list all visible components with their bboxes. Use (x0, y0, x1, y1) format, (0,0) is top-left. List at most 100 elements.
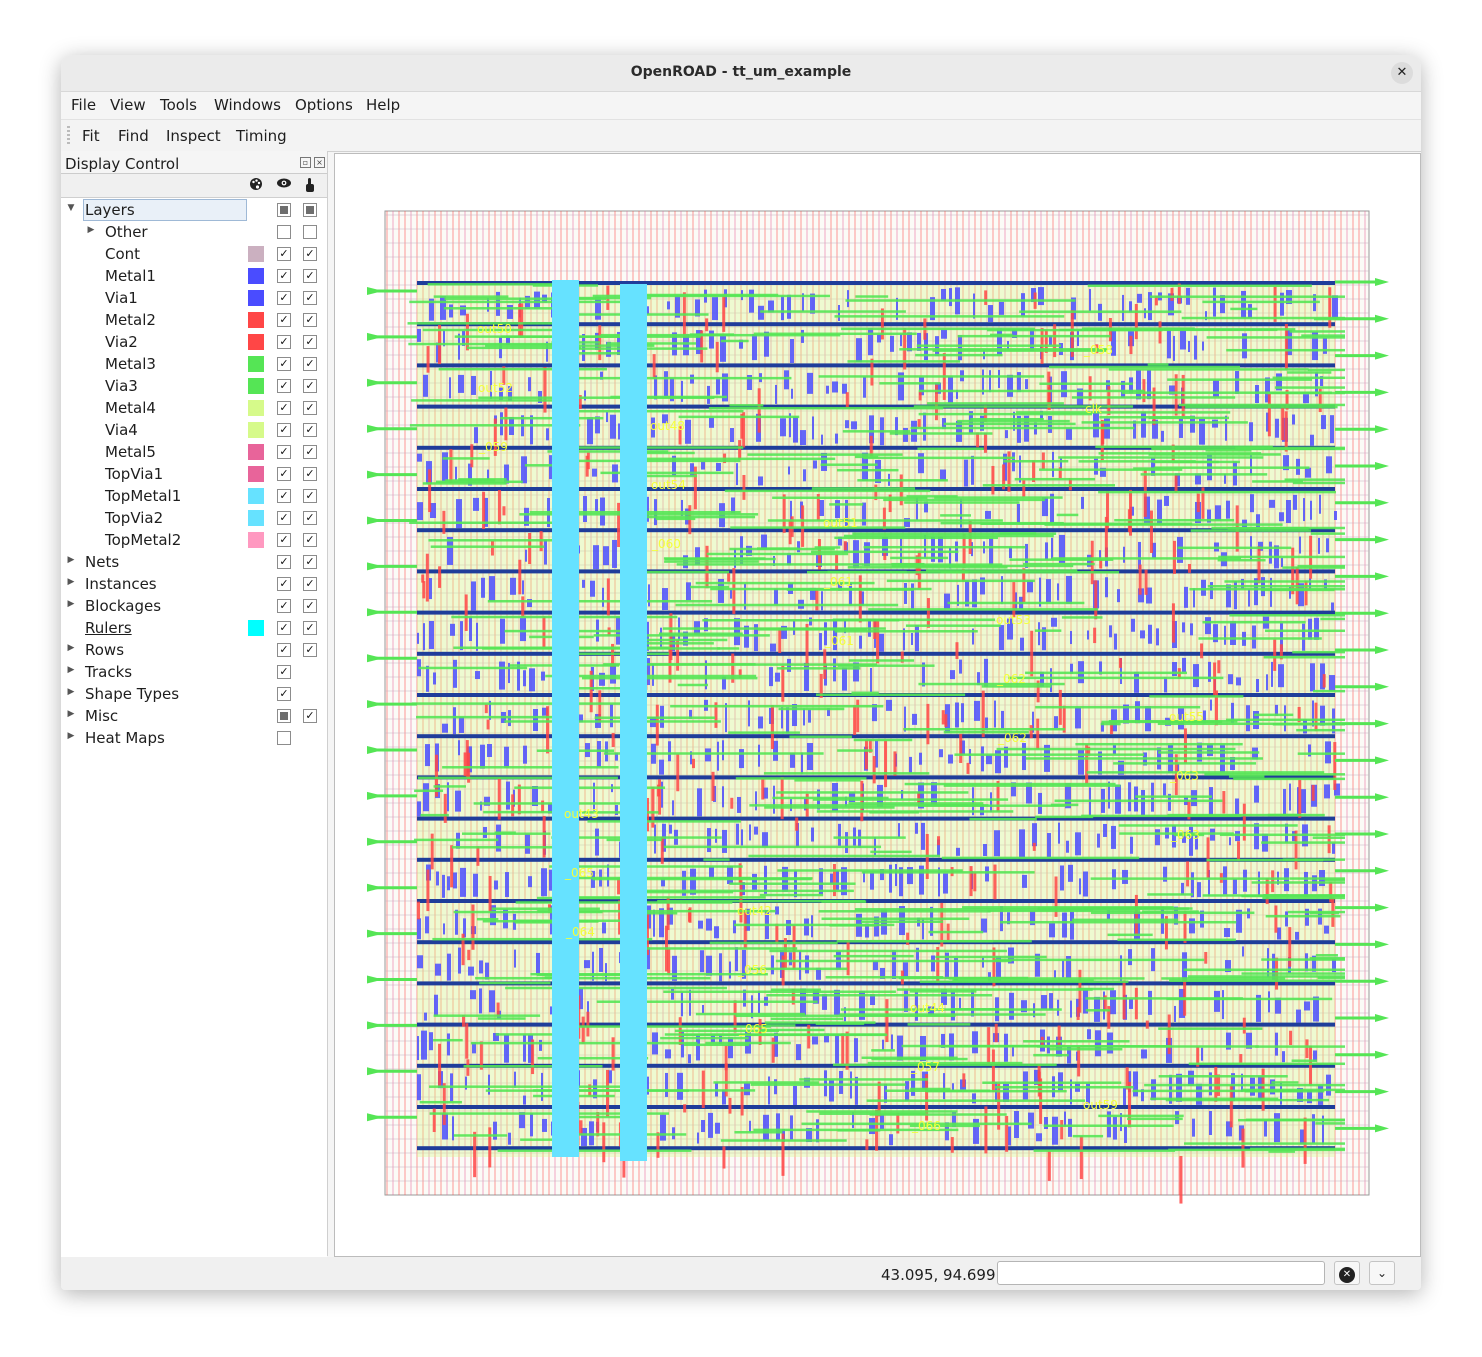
timing-button[interactable]: Timing (236, 127, 287, 145)
layer-row-via2[interactable]: Via2 ✓ ✓ (61, 331, 327, 353)
tree-row-rows[interactable]: ▶ Rows ✓ ✓ (61, 639, 327, 661)
layer-color-swatch[interactable] (248, 422, 264, 438)
instances-selectable-checkbox[interactable]: ✓ (303, 577, 317, 591)
layer-visible-checkbox[interactable]: ✓ (277, 291, 291, 305)
menu-tools[interactable]: Tools (160, 96, 197, 114)
collapsed-arrow-icon[interactable]: ▶ (87, 225, 95, 235)
nets-visible-checkbox[interactable]: ✓ (277, 555, 291, 569)
rows-selectable-checkbox[interactable]: ✓ (303, 643, 317, 657)
layer-row-metal1[interactable]: Metal1 ✓ ✓ (61, 265, 327, 287)
expand-console-button[interactable]: ⌄ (1369, 1261, 1395, 1285)
rows-visible-checkbox[interactable]: ✓ (277, 643, 291, 657)
close-button[interactable]: ✕ (1391, 62, 1413, 84)
layer-color-swatch[interactable] (248, 268, 264, 284)
collapsed-arrow-icon[interactable]: ▶ (67, 599, 75, 609)
tree-row-misc[interactable]: ▶ Misc ✓ (61, 705, 327, 727)
tree-row-shape-types[interactable]: ▶ Shape Types ✓ (61, 683, 327, 705)
layer-row-metal5[interactable]: Metal5 ✓ ✓ (61, 441, 327, 463)
collapsed-arrow-icon[interactable]: ▶ (67, 709, 75, 719)
layer-visible-checkbox[interactable]: ✓ (277, 313, 291, 327)
layer-color-swatch[interactable] (248, 246, 264, 262)
layer-visible-checkbox[interactable]: ✓ (277, 533, 291, 547)
layer-visible-checkbox[interactable]: ✓ (277, 489, 291, 503)
layer-selectable-checkbox[interactable]: ✓ (303, 291, 317, 305)
layer-color-swatch[interactable] (248, 488, 264, 504)
inspect-button[interactable]: Inspect (166, 127, 221, 145)
layer-selectable-checkbox[interactable]: ✓ (303, 423, 317, 437)
instances-visible-checkbox[interactable]: ✓ (277, 577, 291, 591)
menu-options[interactable]: Options (295, 96, 353, 114)
blockages-selectable-checkbox[interactable]: ✓ (303, 599, 317, 613)
close-dock-icon[interactable]: × (314, 157, 325, 168)
group-color-swatch[interactable] (248, 620, 264, 636)
shape-types-visible-checkbox[interactable]: ✓ (277, 687, 291, 701)
misc-visible-checkbox[interactable] (277, 709, 291, 723)
layer-row-other[interactable]: ▶ Other (61, 221, 327, 243)
layers-visible-checkbox[interactable] (277, 203, 291, 217)
layer-visible-checkbox[interactable]: ✓ (277, 357, 291, 371)
tree-row-layers[interactable]: ▼ Layers (61, 199, 327, 221)
clear-command-button[interactable]: ✕ (1334, 1261, 1360, 1285)
expanded-arrow-icon[interactable]: ▼ (67, 203, 75, 213)
collapsed-arrow-icon[interactable]: ▶ (67, 731, 75, 741)
layer-color-swatch[interactable] (248, 356, 264, 372)
collapsed-arrow-icon[interactable]: ▶ (67, 577, 75, 587)
layer-visible-checkbox[interactable]: ✓ (277, 269, 291, 283)
layer-visible-checkbox[interactable]: ✓ (277, 445, 291, 459)
layer-color-swatch[interactable] (248, 400, 264, 416)
tree-row-nets[interactable]: ▶ Nets ✓ ✓ (61, 551, 327, 573)
command-input[interactable] (997, 1261, 1325, 1285)
layout-canvas[interactable]: out50out48out51out53out55out43out42out44… (335, 154, 1420, 1256)
layer-selectable-checkbox[interactable]: ✓ (303, 511, 317, 525)
layer-row-metal3[interactable]: Metal3 ✓ ✓ (61, 353, 327, 375)
layer-row-via1[interactable]: Via1 ✓ ✓ (61, 287, 327, 309)
misc-selectable-checkbox[interactable]: ✓ (303, 709, 317, 723)
layer-selectable-checkbox[interactable]: ✓ (303, 489, 317, 503)
layer-color-swatch[interactable] (248, 378, 264, 394)
layout-viewer[interactable]: out50 out48 out51 out53 out55 out43 out42 out44… (334, 153, 1421, 1257)
layer-selectable-checkbox[interactable]: ✓ (303, 533, 317, 547)
collapsed-arrow-icon[interactable]: ▶ (67, 687, 75, 697)
rulers-selectable-checkbox[interactable]: ✓ (303, 621, 317, 635)
layer-selectable-checkbox[interactable] (303, 225, 317, 239)
layers-selectable-checkbox[interactable] (303, 203, 317, 217)
heat-maps-visible-checkbox[interactable] (277, 731, 291, 745)
tree-row-heat-maps[interactable]: ▶ Heat Maps (61, 727, 327, 749)
collapsed-arrow-icon[interactable]: ▶ (67, 555, 75, 565)
layer-color-swatch[interactable] (248, 444, 264, 460)
layer-visible-checkbox[interactable]: ✓ (277, 401, 291, 415)
layer-row-via4[interactable]: Via4 ✓ ✓ (61, 419, 327, 441)
tree-row-instances[interactable]: ▶ Instances ✓ ✓ (61, 573, 327, 595)
layer-color-swatch[interactable] (248, 532, 264, 548)
layer-row-via3[interactable]: Via3 ✓ ✓ (61, 375, 327, 397)
toolbar-grip[interactable] (67, 126, 70, 146)
layer-selectable-checkbox[interactable]: ✓ (303, 379, 317, 393)
menu-windows[interactable]: Windows (214, 96, 281, 114)
layer-row-cont[interactable]: Cont ✓ ✓ (61, 243, 327, 265)
layer-selectable-checkbox[interactable]: ✓ (303, 467, 317, 481)
layer-color-swatch[interactable] (248, 312, 264, 328)
layer-row-metal2[interactable]: Metal2 ✓ ✓ (61, 309, 327, 331)
layer-row-topmetal1[interactable]: TopMetal1 ✓ ✓ (61, 485, 327, 507)
nets-selectable-checkbox[interactable]: ✓ (303, 555, 317, 569)
layer-selectable-checkbox[interactable]: ✓ (303, 269, 317, 283)
menu-help[interactable]: Help (366, 96, 401, 114)
collapsed-arrow-icon[interactable]: ▶ (67, 643, 75, 653)
layer-selectable-checkbox[interactable]: ✓ (303, 401, 317, 415)
layer-visible-checkbox[interactable]: ✓ (277, 335, 291, 349)
layer-visible-checkbox[interactable]: ✓ (277, 511, 291, 525)
layer-selectable-checkbox[interactable]: ✓ (303, 335, 317, 349)
layer-visible-checkbox[interactable] (277, 225, 291, 239)
blockages-visible-checkbox[interactable]: ✓ (277, 599, 291, 613)
layer-selectable-checkbox[interactable]: ✓ (303, 357, 317, 371)
fit-button[interactable]: Fit (82, 127, 100, 145)
layer-visible-checkbox[interactable]: ✓ (277, 467, 291, 481)
layer-selectable-checkbox[interactable]: ✓ (303, 313, 317, 327)
layer-color-swatch[interactable] (248, 334, 264, 350)
find-button[interactable]: Find (118, 127, 149, 145)
layer-visible-checkbox[interactable]: ✓ (277, 423, 291, 437)
tracks-visible-checkbox[interactable]: ✓ (277, 665, 291, 679)
tree-row-rulers[interactable]: Rulers ✓ ✓ (61, 617, 327, 639)
rulers-visible-checkbox[interactable]: ✓ (277, 621, 291, 635)
tree-row-blockages[interactable]: ▶ Blockages ✓ ✓ (61, 595, 327, 617)
